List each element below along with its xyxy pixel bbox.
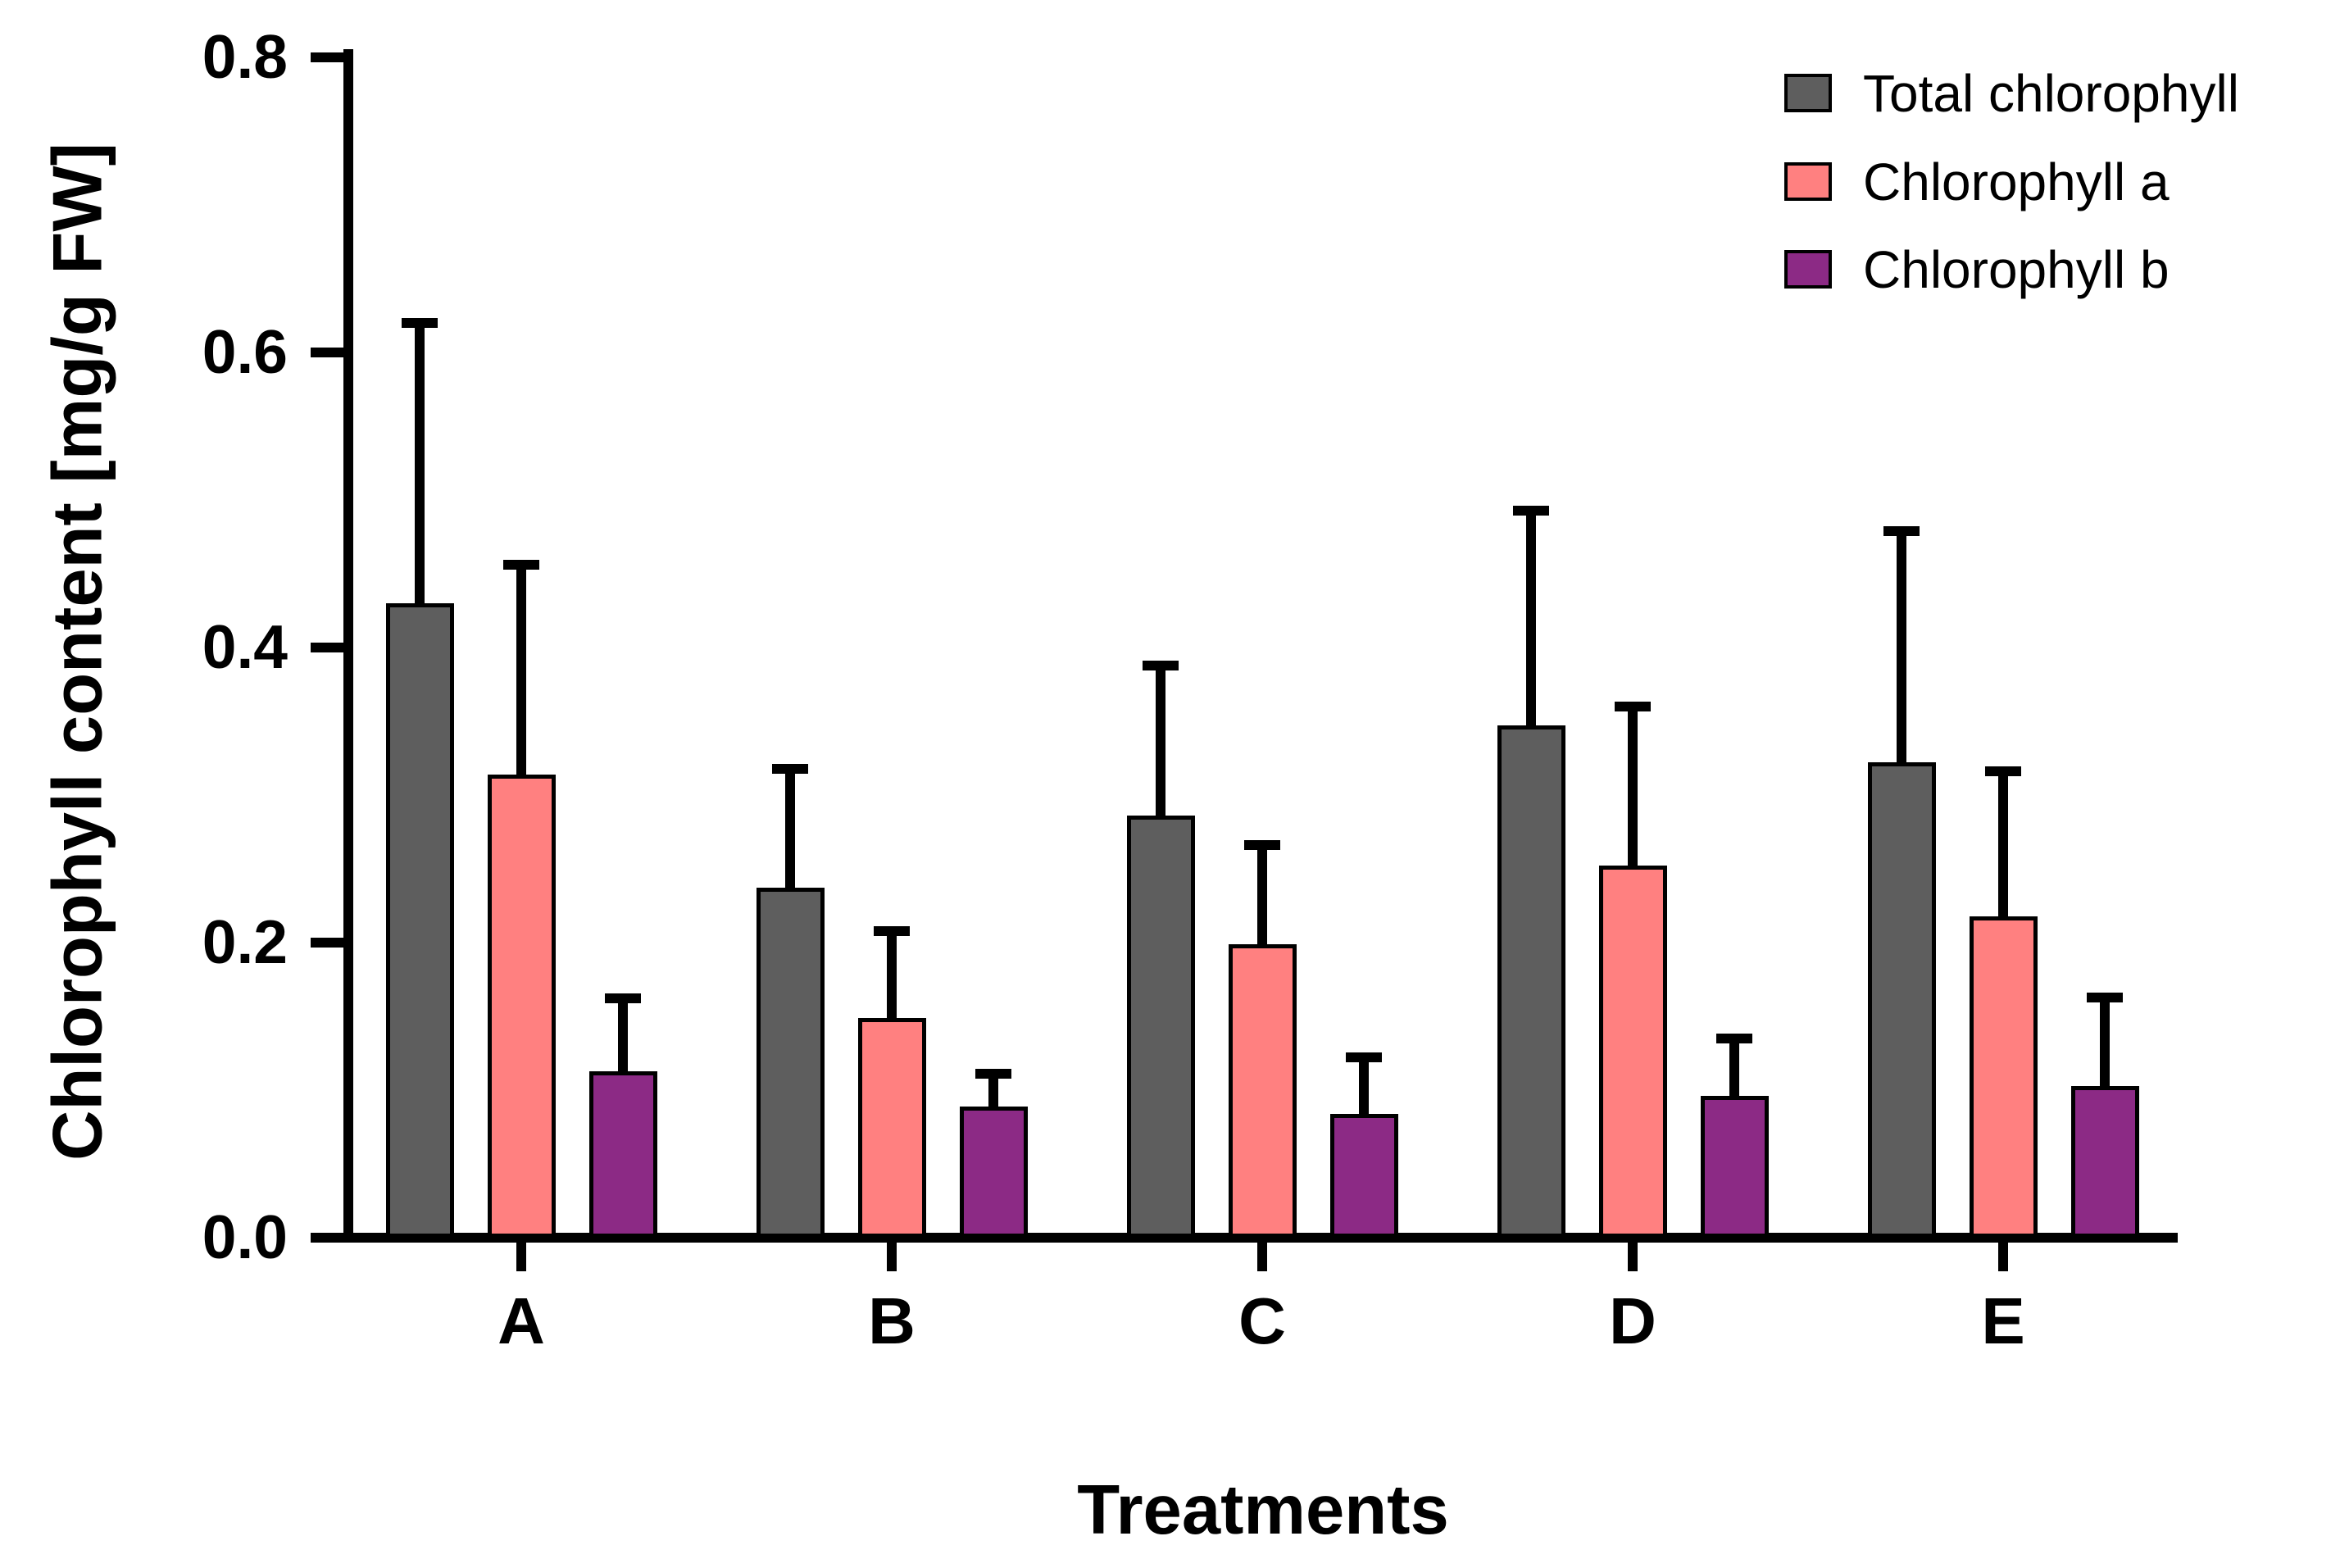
legend: Total chlorophyll Chlorophyll a Chlorophyl… bbox=[1784, 67, 2292, 296]
x-category-label: E bbox=[1981, 1284, 2025, 1357]
error-bar-stem-chlorophyll-b-A bbox=[618, 998, 628, 1071]
x-tick bbox=[1257, 1243, 1267, 1271]
error-bar-stem-total-chlorophyll-D bbox=[1526, 510, 1536, 726]
legend-swatch-icon bbox=[1784, 74, 1832, 112]
x-tick bbox=[1628, 1243, 1638, 1271]
legend-row: Chlorophyll a bbox=[1784, 156, 2292, 208]
error-bar-cap-chlorophyll-a-E bbox=[1985, 766, 2021, 777]
error-bar-cap-chlorophyll-a-A bbox=[503, 560, 539, 570]
error-bar-cap-total-chlorophyll-A bbox=[402, 318, 438, 328]
x-tick bbox=[1998, 1243, 2008, 1271]
bar-total-chlorophyll-A bbox=[385, 603, 454, 1238]
bar-chlorophyll-a-A bbox=[487, 774, 556, 1238]
error-bar-stem-chlorophyll-b-E bbox=[2100, 997, 2110, 1086]
bar-chlorophyll-b-C bbox=[1329, 1113, 1398, 1238]
error-bar-cap-chlorophyll-a-C bbox=[1244, 840, 1280, 851]
legend-swatch-icon bbox=[1784, 250, 1832, 289]
y-tick-label: 0.0 bbox=[202, 1202, 288, 1271]
bar-total-chlorophyll-D bbox=[1497, 725, 1565, 1238]
error-bar-stem-chlorophyll-b-C bbox=[1359, 1057, 1369, 1114]
error-bar-cap-chlorophyll-a-B bbox=[874, 925, 910, 936]
x-axis-title: Treatments bbox=[1077, 1471, 1449, 1549]
error-bar-stem-total-chlorophyll-A bbox=[415, 323, 425, 603]
error-bar-cap-chlorophyll-b-B bbox=[975, 1069, 1011, 1079]
y-tick bbox=[311, 938, 343, 948]
y-axis-title: Chlorophyll content [mg/g FW] bbox=[39, 143, 117, 1161]
bar-total-chlorophyll-E bbox=[1867, 762, 1936, 1238]
x-tick bbox=[887, 1243, 897, 1271]
y-tick-label: 0.6 bbox=[202, 317, 288, 386]
error-bar-cap-total-chlorophyll-C bbox=[1143, 660, 1179, 670]
error-bar-cap-total-chlorophyll-E bbox=[1883, 525, 1920, 536]
bar-chlorophyll-b-D bbox=[1700, 1096, 1769, 1238]
bar-chlorophyll-b-A bbox=[588, 1070, 657, 1238]
y-tick-label: 0.8 bbox=[202, 22, 288, 91]
error-bar-cap-total-chlorophyll-D bbox=[1513, 505, 1549, 516]
error-bar-stem-chlorophyll-a-C bbox=[1257, 845, 1267, 944]
error-bar-cap-chlorophyll-b-C bbox=[1346, 1052, 1382, 1063]
bar-chlorophyll-a-C bbox=[1228, 943, 1297, 1238]
legend-row: Total chlorophyll bbox=[1784, 67, 2292, 120]
y-tick bbox=[311, 52, 343, 62]
legend-label: Chlorophyll a bbox=[1863, 152, 2170, 211]
y-tick-label: 0.4 bbox=[202, 612, 288, 681]
y-axis-line bbox=[343, 49, 353, 1243]
bar-chlorophyll-a-B bbox=[857, 1017, 926, 1238]
x-category-label: D bbox=[1609, 1284, 1656, 1357]
y-tick bbox=[311, 348, 343, 357]
bar-chlorophyll-b-B bbox=[959, 1106, 1028, 1238]
error-bar-stem-chlorophyll-a-B bbox=[887, 930, 897, 1018]
legend-label: Chlorophyll b bbox=[1863, 240, 2170, 299]
bar-chlorophyll-a-D bbox=[1598, 866, 1667, 1238]
bar-chlorophyll-a-E bbox=[1969, 916, 2038, 1238]
error-bar-stem-total-chlorophyll-C bbox=[1156, 665, 1165, 816]
error-bar-stem-total-chlorophyll-E bbox=[1897, 530, 1906, 763]
error-bar-stem-chlorophyll-b-B bbox=[988, 1074, 998, 1107]
y-tick-label: 0.2 bbox=[202, 907, 288, 976]
error-bar-cap-chlorophyll-b-D bbox=[1716, 1034, 1752, 1043]
legend-swatch-icon bbox=[1784, 161, 1832, 201]
bar-chlorophyll-b-E bbox=[2070, 1085, 2139, 1238]
y-tick bbox=[311, 643, 343, 652]
error-bar-cap-chlorophyll-b-E bbox=[2087, 992, 2123, 1002]
bar-total-chlorophyll-C bbox=[1126, 816, 1195, 1238]
error-bar-cap-total-chlorophyll-B bbox=[772, 763, 808, 774]
legend-label: Total chlorophyll bbox=[1863, 64, 2239, 123]
error-bar-cap-chlorophyll-b-A bbox=[605, 993, 641, 1004]
x-category-label: C bbox=[1238, 1284, 1286, 1357]
y-tick bbox=[311, 1233, 343, 1243]
x-category-label: B bbox=[868, 1284, 916, 1357]
x-tick bbox=[516, 1243, 526, 1271]
error-bar-stem-chlorophyll-a-E bbox=[1998, 771, 2008, 916]
bar-total-chlorophyll-B bbox=[756, 888, 825, 1238]
error-bar-stem-chlorophyll-b-D bbox=[1729, 1039, 1739, 1097]
error-bar-stem-total-chlorophyll-B bbox=[785, 768, 795, 889]
error-bar-cap-chlorophyll-a-D bbox=[1615, 702, 1651, 711]
x-category-label: A bbox=[498, 1284, 545, 1357]
legend-row: Chlorophyll b bbox=[1784, 243, 2292, 296]
error-bar-stem-chlorophyll-a-A bbox=[516, 565, 526, 775]
error-bar-stem-chlorophyll-a-D bbox=[1628, 707, 1638, 866]
